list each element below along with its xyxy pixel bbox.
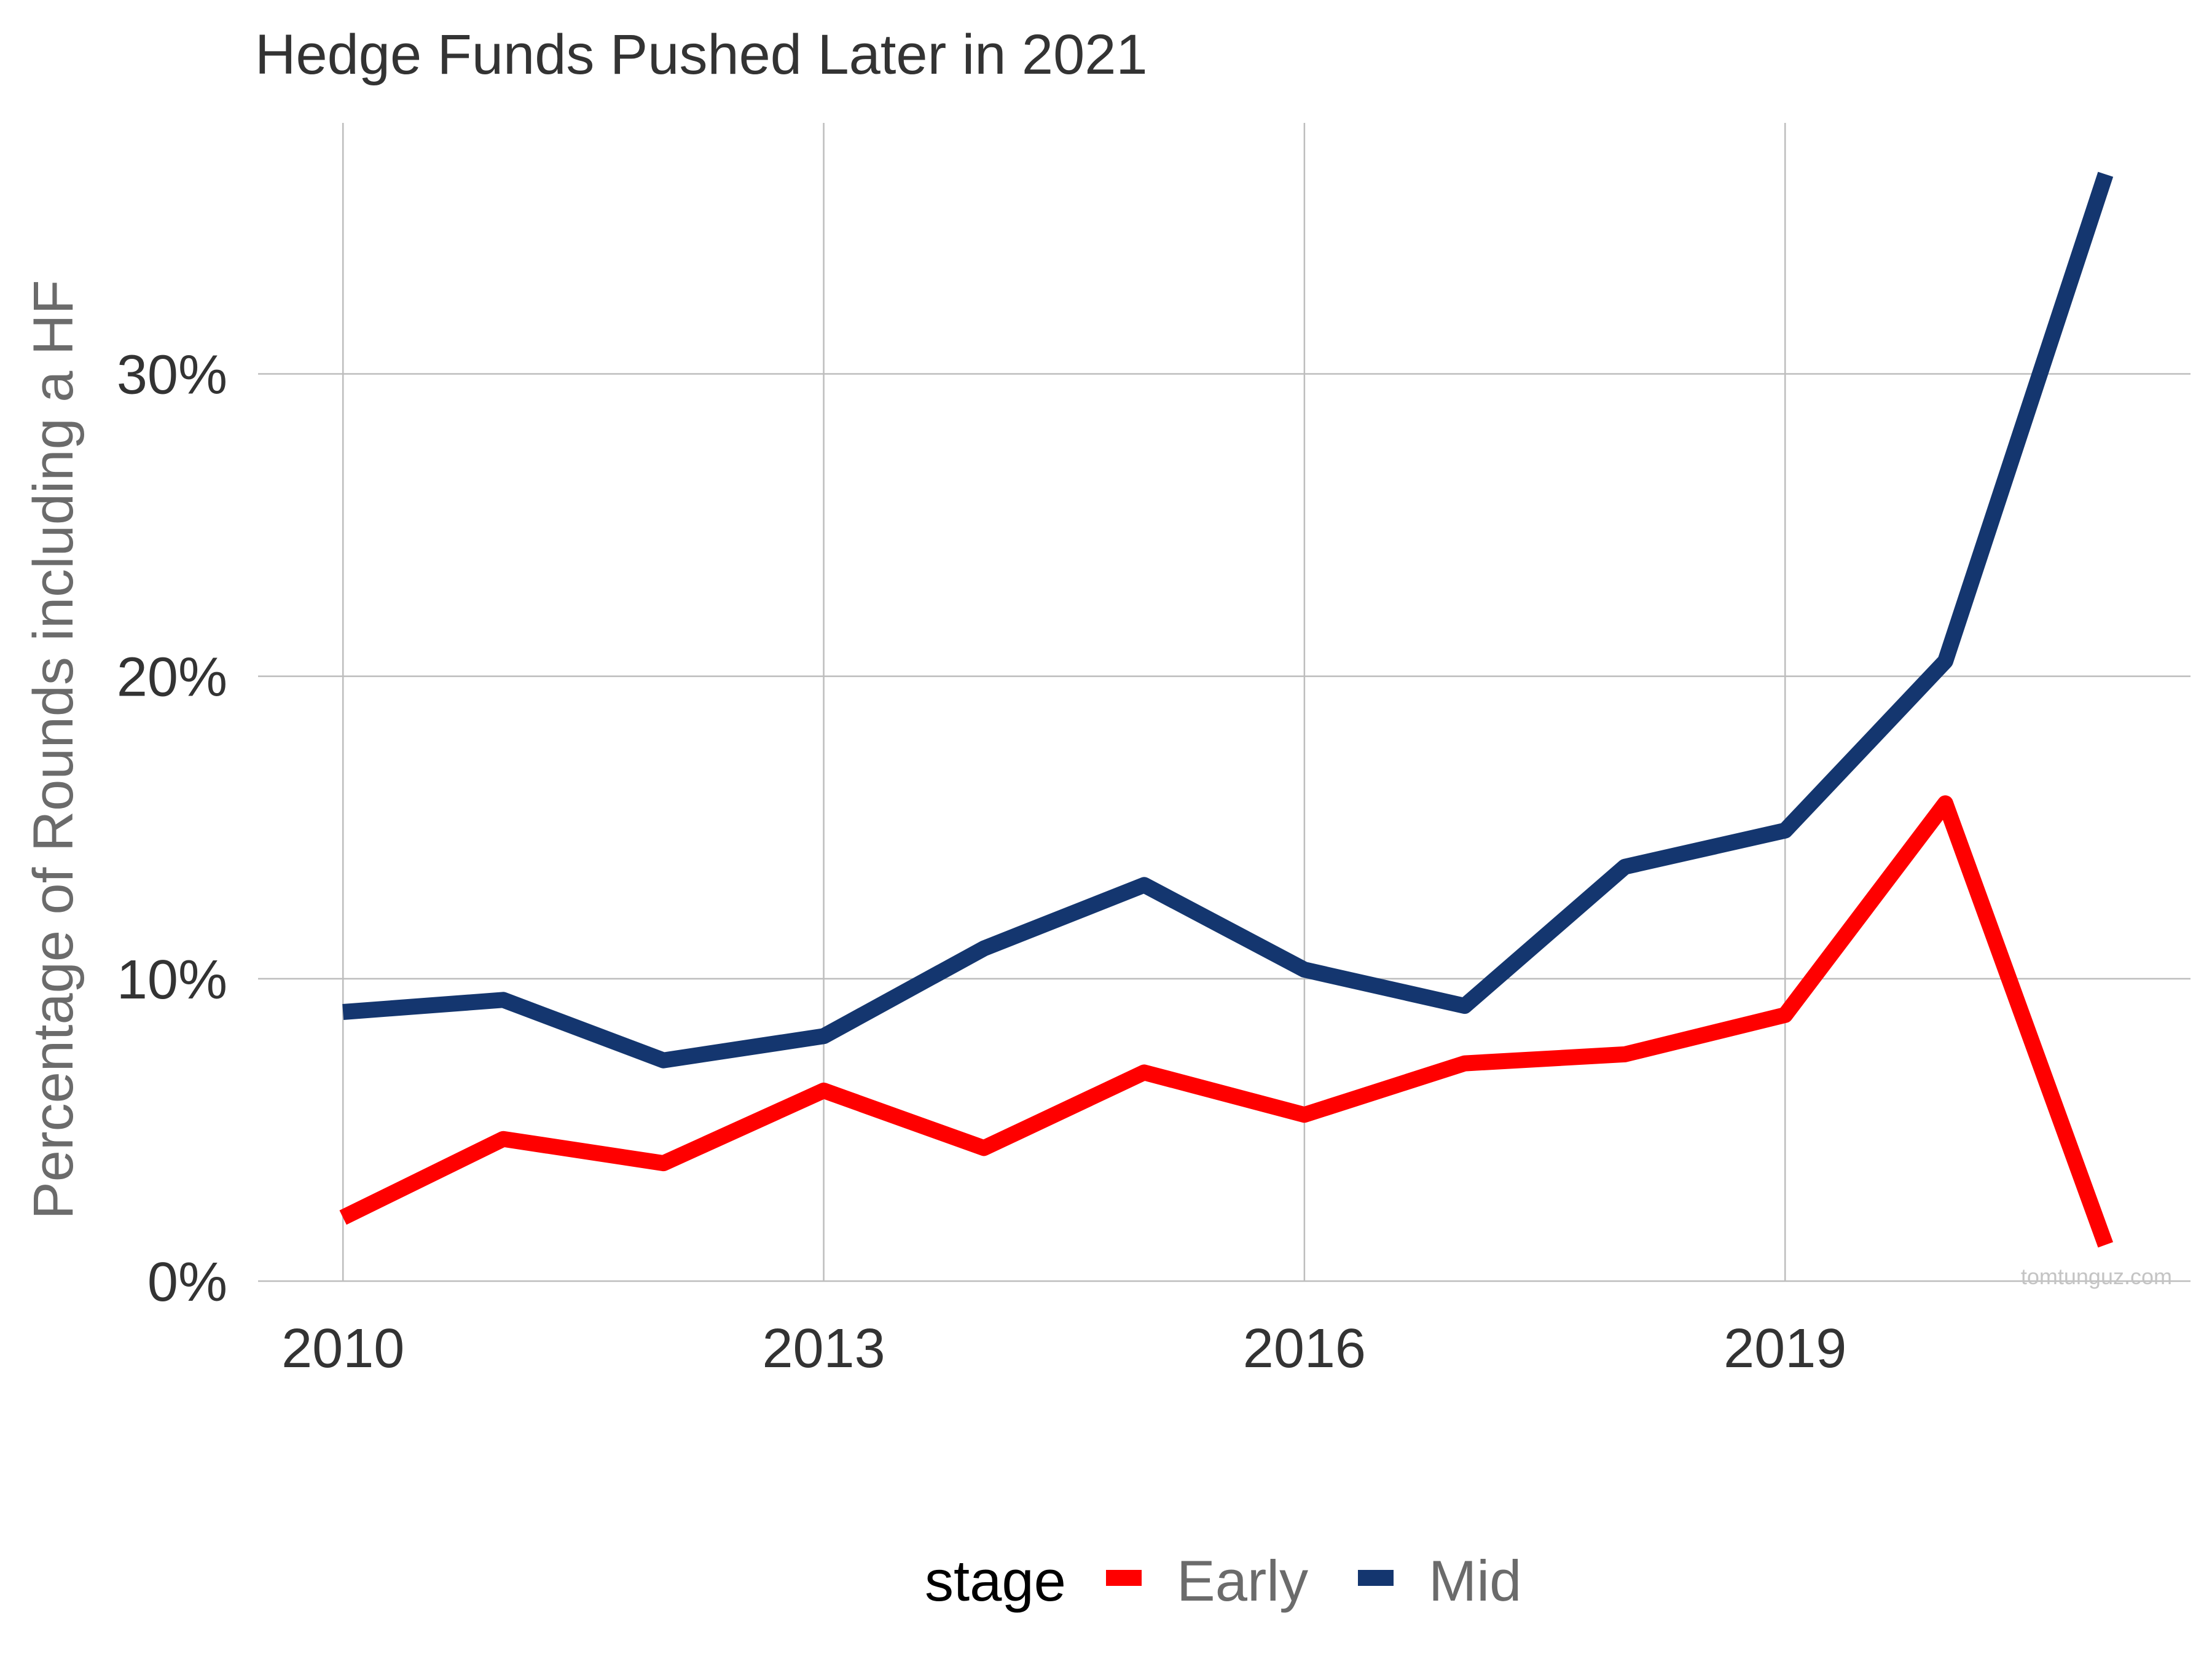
legend-items: Early Mid: [1106, 1548, 1521, 1613]
gridlines: [258, 123, 2190, 1282]
x-tick-label: 2019: [1724, 1318, 1846, 1379]
x-tick-label: 2010: [281, 1318, 404, 1379]
watermark: tomtunguz.com: [2021, 1264, 2172, 1289]
chart-title: Hedge Funds Pushed Later in 2021: [255, 23, 1148, 86]
x-tick-label: 2016: [1243, 1318, 1366, 1379]
legend-swatch-early: [1106, 1570, 1142, 1586]
y-tick-label: 0%: [147, 1252, 227, 1313]
y-axis-ticks: 0% 10% 20% 30%: [117, 344, 227, 1313]
legend-swatch-mid: [1358, 1570, 1394, 1586]
x-axis-ticks: 2010 2013 2016 2019: [281, 1318, 1846, 1379]
series-lines: [339, 171, 2114, 1248]
legend-label-early: Early: [1177, 1548, 1308, 1613]
y-axis-label: Percentage of Rounds including a HF: [22, 280, 85, 1219]
series-line-early: [339, 795, 2114, 1248]
series-line-mid: [342, 171, 2114, 1069]
x-tick-label: 2013: [762, 1318, 885, 1379]
legend: stage Early Mid: [925, 1548, 1521, 1613]
y-tick-label: 20%: [117, 647, 227, 708]
y-tick-label: 10%: [117, 949, 227, 1011]
y-tick-label: 30%: [117, 344, 227, 406]
legend-title: stage: [925, 1548, 1066, 1613]
legend-label-mid: Mid: [1429, 1548, 1521, 1613]
